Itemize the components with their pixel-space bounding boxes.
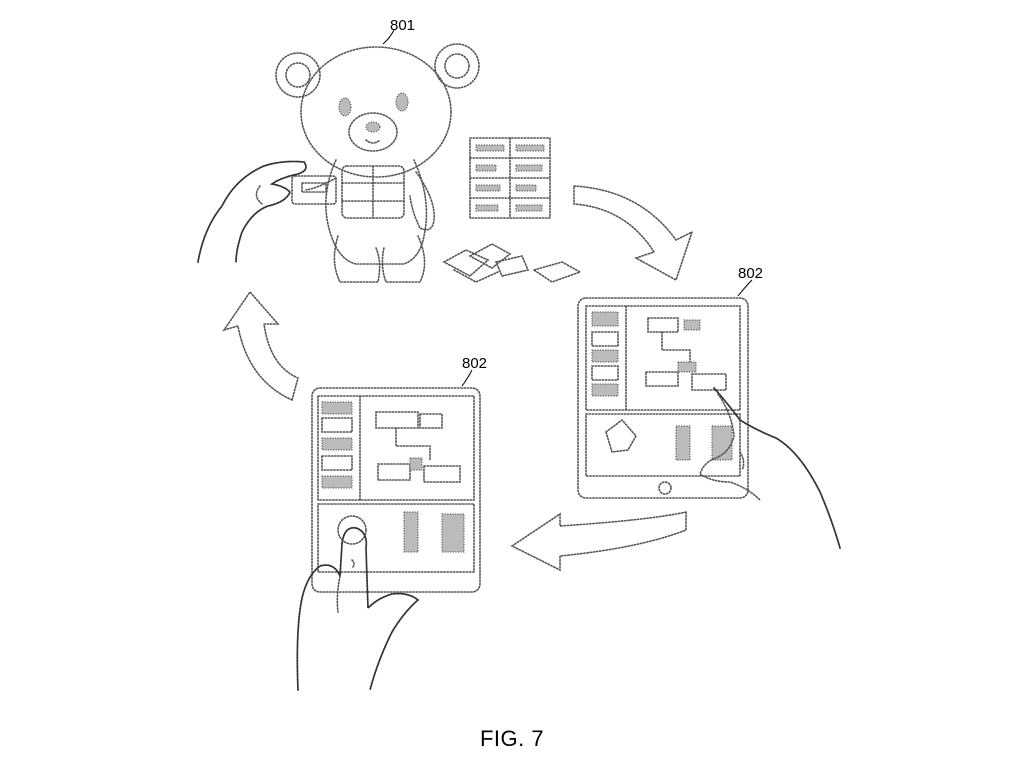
bear-right-eye	[396, 93, 408, 111]
tablet-right-home-button	[659, 482, 671, 494]
tablet-left-frame	[312, 388, 480, 592]
arrow-right-tablet-to-left-tablet	[512, 512, 686, 570]
bear-left-eye	[339, 98, 351, 116]
arrow-toy-to-tablet	[574, 186, 692, 280]
bear-nose	[366, 122, 380, 132]
tablet-left	[297, 388, 480, 690]
figure-caption: FIG. 7	[0, 726, 1024, 752]
teddy-bear-toy	[198, 44, 479, 282]
scattered-card-pieces	[444, 244, 580, 282]
label-802-right: 802	[738, 265, 763, 282]
tablet-right	[578, 298, 840, 548]
label-802-right-leader	[738, 280, 752, 296]
label-802-left: 802	[462, 355, 487, 372]
held-card	[292, 176, 336, 204]
hand-left-top	[198, 162, 306, 263]
hand-left-bottom	[297, 528, 418, 690]
bear-head	[301, 47, 451, 177]
label-801: 801	[390, 17, 415, 34]
label-802-left-leader	[462, 370, 472, 386]
hand-right	[714, 388, 840, 548]
instruction-card-sheet	[470, 138, 550, 218]
arrow-left-tablet-to-toy	[224, 292, 298, 400]
